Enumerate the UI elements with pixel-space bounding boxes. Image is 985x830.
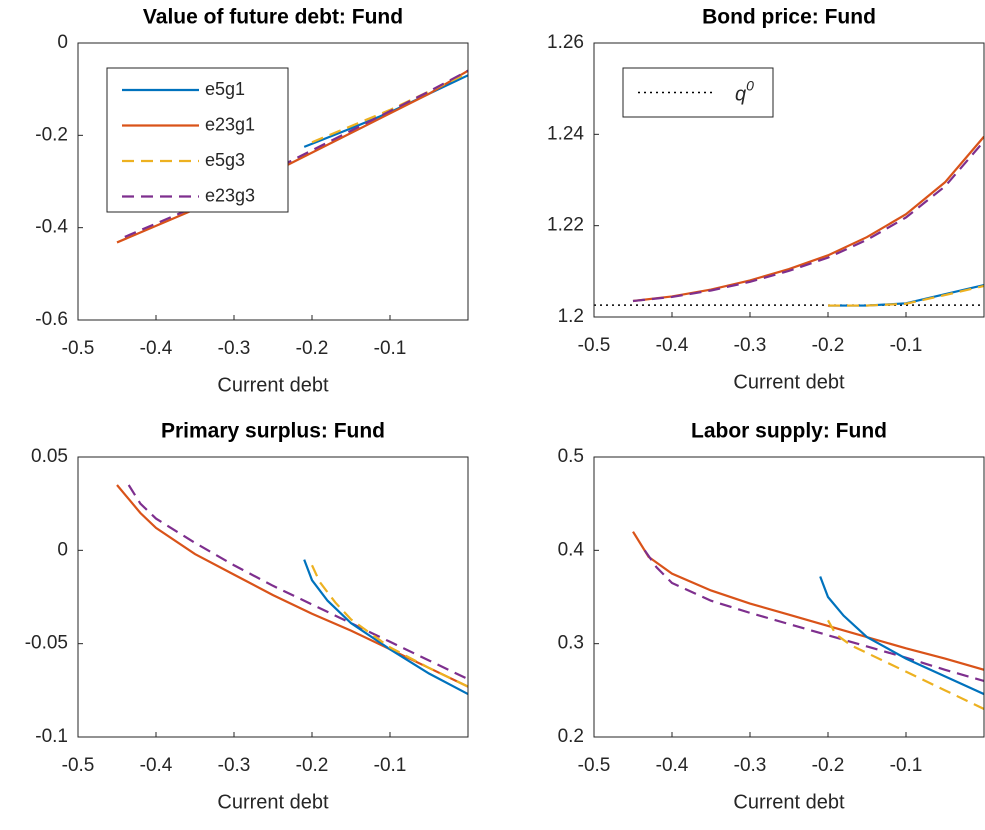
y-tick-label: 1.26 — [547, 32, 584, 53]
x-tick-label: -0.5 — [578, 335, 611, 356]
series-line — [303, 559, 468, 696]
x-tick-label: -0.5 — [62, 338, 95, 359]
legend-label-base: q — [735, 84, 746, 106]
series-line — [116, 484, 468, 688]
x-tick-label: -0.2 — [296, 338, 329, 359]
x-tick-label: -0.4 — [140, 755, 173, 776]
series-line — [311, 564, 468, 688]
y-tick-label: -0.1 — [35, 726, 68, 747]
x-tick-label: -0.4 — [656, 335, 689, 356]
series-line — [127, 484, 468, 681]
y-tick-label: 0.4 — [558, 539, 585, 560]
y-tick-label: 0.2 — [558, 726, 584, 747]
x-tick-label: -0.3 — [218, 338, 251, 359]
x-tick-label: -0.3 — [734, 755, 767, 776]
y-tick-label: -0.6 — [35, 309, 68, 330]
series-line — [632, 531, 984, 671]
chart-title: Labor supply: Fund — [691, 420, 887, 443]
legend-label: e23g3 — [205, 185, 255, 205]
chart-title: Bond price: Fund — [702, 6, 876, 29]
series-line — [819, 576, 984, 696]
series-line — [116, 69, 468, 244]
x-tick-label: -0.2 — [296, 755, 329, 776]
legend-label: e5g3 — [205, 150, 245, 170]
chart-title: Value of future debt: Fund — [143, 6, 403, 29]
y-tick-label: 0.05 — [31, 446, 68, 467]
axes-background — [78, 457, 468, 737]
y-tick-label: 1.24 — [547, 123, 584, 144]
x-tick-label: -0.4 — [140, 338, 173, 359]
x-tick-label: -0.1 — [374, 338, 407, 359]
y-tick-label: 0 — [57, 539, 68, 560]
y-tick-label: -0.4 — [35, 217, 68, 238]
legend-label-superscript: 0 — [746, 77, 754, 93]
legend-label: e5g1 — [205, 79, 245, 99]
axes-box — [593, 42, 985, 318]
x-axis-label: Current debt — [217, 791, 329, 813]
series-line — [828, 284, 984, 307]
y-tick-label: 0.3 — [558, 633, 584, 654]
x-tick-label: -0.1 — [890, 335, 923, 356]
x-tick-label: -0.2 — [812, 335, 845, 356]
x-tick-label: -0.3 — [734, 335, 767, 356]
y-tick-label: -0.05 — [25, 633, 68, 654]
y-tick-label: 1.2 — [558, 306, 584, 327]
legend-box — [106, 67, 289, 213]
axes-box — [77, 456, 469, 738]
axes-background — [594, 457, 984, 737]
x-tick-label: -0.5 — [62, 755, 95, 776]
legend-label: e23g1 — [205, 114, 255, 134]
series-line — [632, 140, 984, 303]
x-axis-label: Current debt — [733, 371, 845, 393]
x-tick-label: -0.4 — [656, 755, 689, 776]
x-tick-label: -0.5 — [578, 755, 611, 776]
y-tick-label: 0.5 — [558, 446, 584, 467]
x-axis-label: Current debt — [733, 791, 845, 813]
axes-box — [77, 42, 469, 321]
x-tick-label: -0.1 — [374, 755, 407, 776]
legend-label: q0 — [735, 77, 754, 106]
axes-box — [593, 456, 985, 738]
series-line — [827, 619, 984, 710]
x-tick-label: -0.1 — [890, 755, 923, 776]
x-tick-label: -0.2 — [812, 755, 845, 776]
y-tick-label: -0.2 — [35, 124, 68, 145]
y-tick-label: 0 — [57, 32, 68, 53]
y-tick-label: 1.22 — [547, 215, 584, 236]
x-tick-label: -0.3 — [218, 755, 251, 776]
x-axis-label: Current debt — [217, 374, 329, 396]
chart-title: Primary surplus: Fund — [161, 420, 385, 443]
